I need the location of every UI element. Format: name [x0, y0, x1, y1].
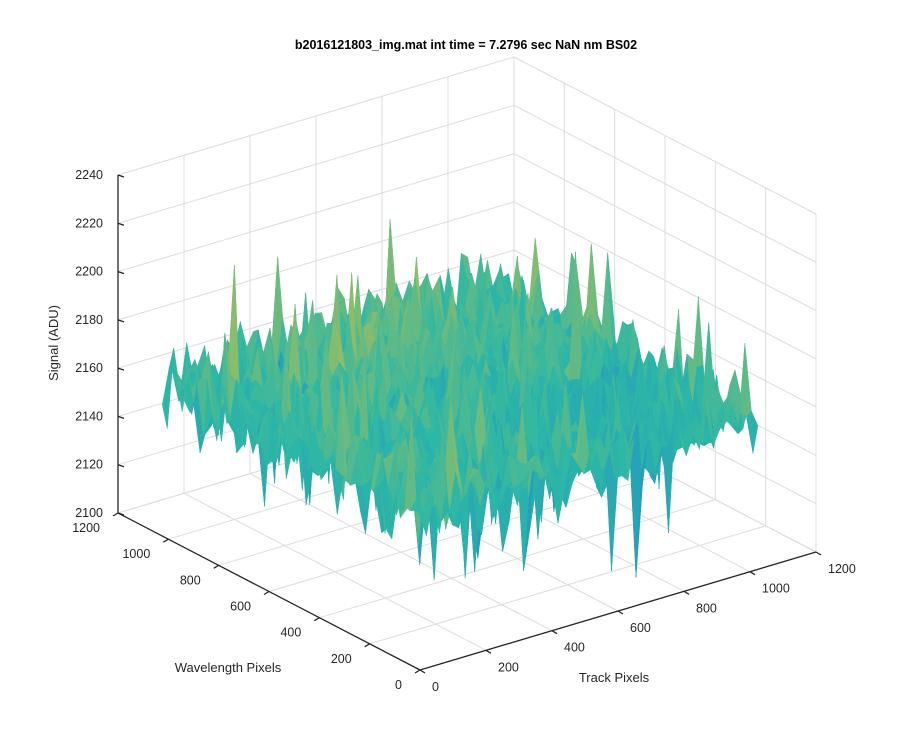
- y-tick-label: 1200: [72, 521, 100, 535]
- y-tick-label: 600: [230, 600, 251, 614]
- surface-patch: [746, 410, 759, 454]
- x-tick-mark: [551, 630, 558, 635]
- x-tick-mark: [419, 669, 426, 674]
- y-tick-mark: [263, 590, 270, 596]
- x-tick-label: 400: [564, 641, 585, 655]
- side-wall-gridline-z: [513, 56, 817, 215]
- surface-layer: [162, 219, 759, 581]
- z-tick-label: 2100: [75, 506, 103, 520]
- z-tick-mark: [117, 464, 125, 468]
- y-tick-label: 400: [280, 626, 301, 640]
- y-tick-label: 1000: [122, 547, 150, 561]
- z-tick-mark: [117, 319, 125, 323]
- side-wall-gridline-z: [513, 104, 817, 263]
- x-axis-label: Track Pixels: [579, 670, 650, 685]
- side-wall-gridline-z: [513, 249, 817, 408]
- x-tick-label: 600: [630, 621, 651, 635]
- z-tick-mark: [117, 415, 125, 420]
- z-axis-label: Signal (ADU): [46, 305, 61, 381]
- surface-patch: [414, 498, 427, 537]
- y-tick-mark: [313, 617, 320, 622]
- x-tick-mark: [683, 590, 690, 595]
- y-tick-label: 800: [180, 573, 201, 587]
- z-tick-mark: [117, 512, 125, 516]
- x-tick-label: 0: [432, 680, 439, 694]
- x-tick-mark: [617, 610, 624, 615]
- y-tick-label: 0: [395, 678, 402, 692]
- x-tick-label: 1200: [828, 562, 856, 576]
- z-tick-mark: [117, 222, 125, 226]
- z-tick-label: 2240: [75, 168, 103, 182]
- y-tick-mark: [162, 538, 169, 543]
- y-tick-mark: [112, 512, 119, 517]
- y-tick-label: 200: [331, 652, 352, 666]
- z-tick-label: 2200: [75, 265, 103, 279]
- back-wall-gridline-z: [117, 201, 515, 321]
- side-wall-gridline-z: [513, 201, 817, 360]
- y-tick-mark: [414, 669, 421, 674]
- x-tick-mark: [749, 571, 756, 576]
- x-tick-mark: [485, 649, 492, 654]
- x-tick-mark: [815, 551, 822, 556]
- side-wall-gridline-z: [513, 153, 817, 312]
- z-tick-label: 2160: [75, 361, 103, 375]
- x-tick-label: 1000: [762, 582, 790, 596]
- back-wall-gridline-z: [117, 104, 515, 224]
- surface-patch: [661, 433, 674, 533]
- z-tick-label: 2220: [75, 216, 103, 230]
- floor-gridline-y: [319, 499, 716, 619]
- z-tick-mark: [117, 367, 125, 371]
- tick-layer: 0 200 400 600 800 1000 1200 0 200 400 600 800 1000 12…: [72, 168, 856, 694]
- y-tick-mark: [213, 564, 220, 569]
- z-tick-label: 2180: [75, 313, 103, 327]
- y-tick-mark: [364, 643, 371, 648]
- surface-patch: [739, 343, 752, 417]
- z-tick-mark: [117, 270, 125, 275]
- z-tick-mark: [117, 174, 125, 178]
- chart-title: b2016121803_img.mat int time = 7.2796 se…: [295, 38, 637, 52]
- floor-gridline-y: [369, 525, 766, 645]
- z-tick-label: 2140: [75, 409, 103, 423]
- back-wall-gridline-z: [117, 153, 515, 273]
- y-axis-label: Wavelength Pixels: [175, 660, 282, 675]
- x-tick-label: 800: [696, 601, 717, 615]
- z-tick-label: 2120: [75, 458, 103, 472]
- back-wall-gridline-z: [117, 56, 515, 176]
- x-tick-label: 200: [498, 660, 519, 674]
